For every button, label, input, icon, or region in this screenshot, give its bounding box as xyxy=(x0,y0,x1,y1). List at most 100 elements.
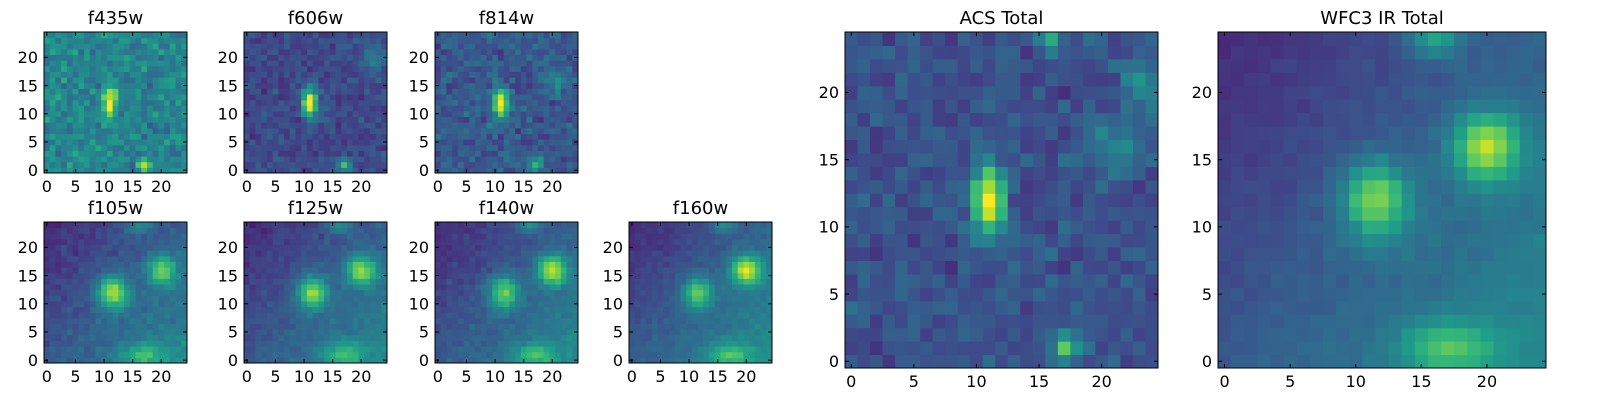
pixel xyxy=(526,144,533,151)
pixel xyxy=(446,351,453,358)
pixel xyxy=(697,295,704,302)
pixel xyxy=(435,127,442,135)
pixel xyxy=(89,127,96,135)
pixel xyxy=(945,300,959,315)
pixel xyxy=(446,312,453,319)
pixel xyxy=(1132,287,1146,302)
pixel xyxy=(112,161,119,168)
pixel xyxy=(452,60,459,67)
pixel xyxy=(475,272,482,279)
pixel xyxy=(255,167,262,174)
pixel xyxy=(329,94,337,101)
pixel xyxy=(129,329,137,336)
pixel xyxy=(135,357,142,364)
pixel xyxy=(520,317,528,325)
pixel xyxy=(882,152,896,167)
pixel xyxy=(714,284,722,291)
pixel xyxy=(369,65,377,72)
pixel xyxy=(255,300,262,308)
pixel xyxy=(543,334,550,341)
pixel xyxy=(295,357,302,364)
pixel xyxy=(301,346,308,353)
pixel xyxy=(480,99,487,106)
pixel xyxy=(124,144,131,151)
pixel xyxy=(118,312,125,319)
pixel xyxy=(497,77,505,84)
pixel xyxy=(560,110,568,118)
pixel xyxy=(375,88,382,95)
pixel xyxy=(634,295,641,302)
pixel xyxy=(749,261,756,268)
pixel xyxy=(532,250,539,257)
pixel xyxy=(175,300,182,308)
pixel xyxy=(731,222,739,229)
pixel xyxy=(369,43,377,50)
pixel xyxy=(261,346,268,353)
pixel xyxy=(112,105,119,112)
pixel xyxy=(543,255,550,262)
pixel xyxy=(543,272,550,279)
pixel xyxy=(66,267,74,274)
pixel xyxy=(532,255,539,262)
pixel xyxy=(152,267,159,274)
pixel xyxy=(870,300,884,315)
pixel xyxy=(55,99,62,106)
pixel xyxy=(663,357,670,364)
pixel xyxy=(566,351,573,358)
pixel xyxy=(106,222,114,229)
pixel xyxy=(737,222,744,229)
pixel xyxy=(95,99,102,106)
pixel xyxy=(106,144,114,151)
pixel xyxy=(475,105,482,112)
pixel xyxy=(266,346,274,353)
pixel xyxy=(560,267,568,274)
pixel xyxy=(341,346,348,353)
pixel xyxy=(266,156,274,163)
pixel xyxy=(55,222,62,229)
pixel xyxy=(249,54,256,61)
pixel xyxy=(526,139,533,146)
pixel xyxy=(515,48,522,56)
pixel xyxy=(72,122,79,129)
pixel xyxy=(272,71,279,78)
pixel xyxy=(255,222,262,229)
pixel xyxy=(341,127,348,135)
pixel xyxy=(261,43,268,50)
pixel xyxy=(686,346,693,353)
pixel xyxy=(709,233,716,240)
pixel xyxy=(335,334,342,341)
pixel xyxy=(181,60,188,67)
pixel xyxy=(61,127,68,135)
pixel xyxy=(112,48,119,56)
pixel xyxy=(870,287,884,302)
pixel xyxy=(118,110,125,118)
pixel xyxy=(703,300,710,308)
pixel xyxy=(101,334,108,341)
pixel xyxy=(329,272,337,279)
pixel xyxy=(284,323,291,330)
pixel xyxy=(89,351,96,358)
pixel xyxy=(175,267,182,274)
pixel xyxy=(135,161,142,168)
pixel xyxy=(760,238,767,246)
pixel xyxy=(49,227,56,234)
pixel xyxy=(543,267,550,274)
pixel xyxy=(364,244,371,251)
pixel xyxy=(295,139,302,146)
pixel xyxy=(526,306,533,313)
pixel xyxy=(272,105,279,112)
pixel xyxy=(714,233,722,240)
pixel xyxy=(141,340,148,347)
pixel xyxy=(329,71,337,78)
pixel xyxy=(703,238,710,246)
pixel xyxy=(146,323,154,330)
pixel xyxy=(66,133,74,140)
pixel xyxy=(532,167,539,174)
pixel xyxy=(124,284,131,291)
pixel xyxy=(141,150,148,157)
pixel xyxy=(249,238,256,246)
pixel xyxy=(312,250,319,257)
pixel xyxy=(284,233,291,240)
pixel xyxy=(520,255,528,262)
pixel xyxy=(306,116,314,123)
